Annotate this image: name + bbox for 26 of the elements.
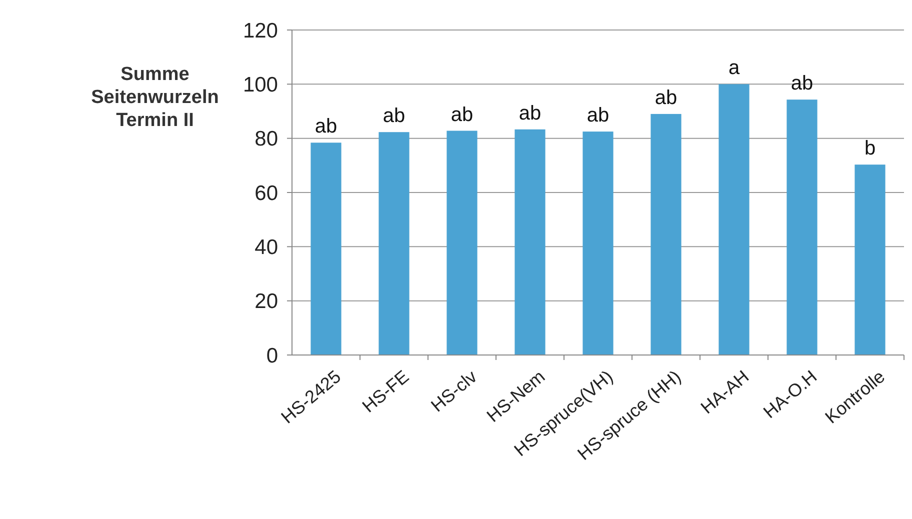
text: Summe Seitenwurzeln Termin II — [91, 64, 219, 131]
bar — [514, 129, 546, 355]
annotation: a — [728, 57, 740, 80]
annotation: b — [864, 138, 876, 160]
annotation: ab — [518, 102, 542, 124]
y-tick-label: 40 — [254, 236, 278, 260]
y-tick-label: 120 — [242, 19, 278, 42]
bar — [854, 164, 886, 355]
annotation: ab — [790, 72, 814, 95]
annotation: ab — [450, 104, 474, 126]
bar — [650, 114, 682, 355]
y-tick-label: 0 — [266, 344, 278, 368]
bar — [446, 130, 478, 355]
bar — [786, 100, 818, 355]
y-tick-label: 100 — [242, 74, 278, 97]
bar — [378, 132, 410, 355]
annotation: ab — [586, 104, 610, 127]
bar — [310, 142, 342, 355]
annotation: ab — [382, 105, 406, 128]
y-tick-label: 60 — [254, 182, 278, 205]
y-tick-label: 20 — [254, 290, 278, 314]
bar — [718, 84, 750, 355]
bar — [582, 132, 614, 355]
annotation: ab — [314, 116, 338, 138]
annotation: ab — [654, 86, 678, 109]
y-tick-label: 80 — [254, 128, 278, 151]
